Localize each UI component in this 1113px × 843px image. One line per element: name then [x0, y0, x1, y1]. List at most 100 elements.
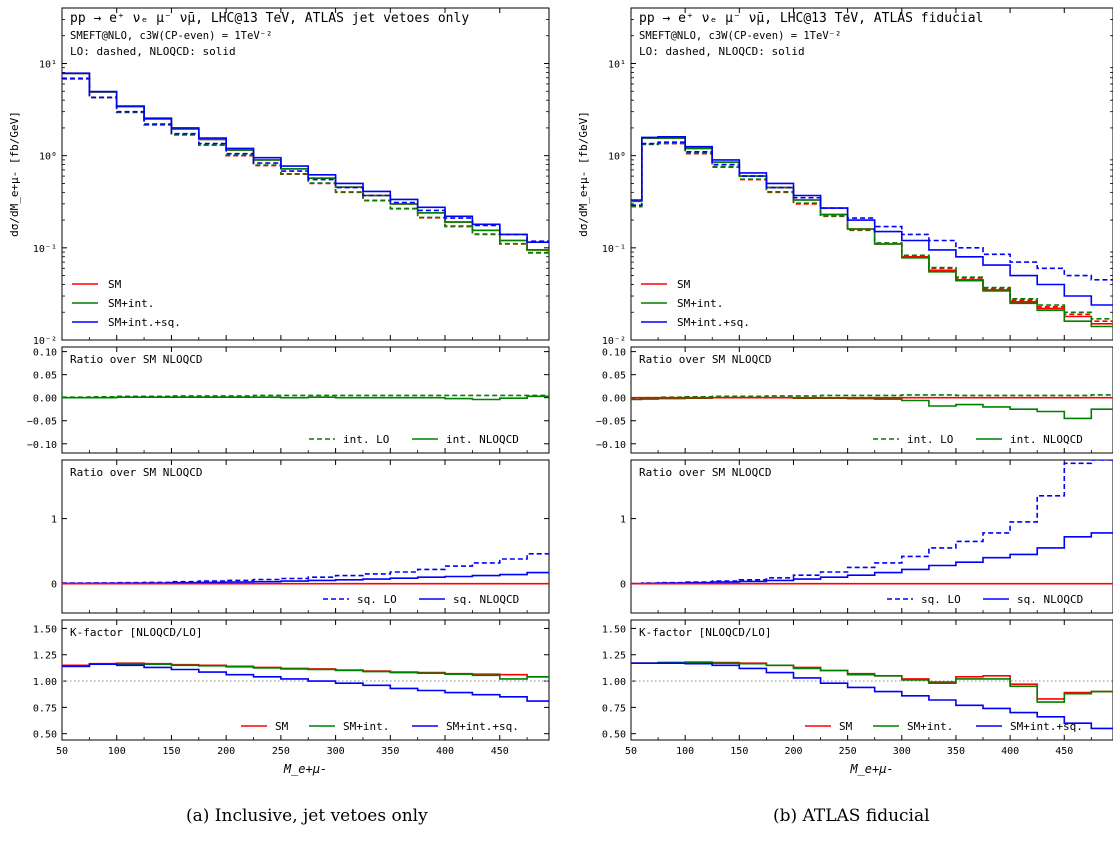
- x-tick-label: 50: [625, 746, 637, 757]
- panel-ratio-sq: 0 1 Ratio over SM NLOQCD sq. LO sq. NLOQCD: [51, 459, 550, 614]
- panel-frame: [61, 7, 550, 341]
- x-tick-label: 200: [217, 746, 235, 757]
- series-int-nloqcd-nloqcd: [62, 395, 549, 401]
- series-group: [62, 662, 549, 702]
- legend-label: sq. NLOQCD: [1017, 593, 1083, 606]
- legend-label: SM+int.: [907, 720, 953, 733]
- legend-label: SM+int.+sq.: [1010, 720, 1083, 733]
- x-tick-label: 400: [1001, 746, 1019, 757]
- y-tick-label: 10¹: [39, 59, 57, 70]
- legend-label: sq. LO: [921, 593, 961, 606]
- series-int-lo-lo: [62, 394, 549, 398]
- series-sm-int--lo: [631, 142, 1113, 320]
- series-sm-nloqcd: [62, 72, 549, 251]
- y-tick-label: −0.10: [27, 440, 57, 451]
- panel-frame: [61, 459, 550, 614]
- panel-label: Ratio over SM NLOQCD: [70, 466, 202, 479]
- y-tick-label: 0.75: [33, 703, 57, 714]
- series-sm-line: [631, 661, 1113, 700]
- series-group: [631, 136, 1113, 328]
- series-group: [631, 661, 1113, 730]
- x-tick-label: 250: [272, 746, 290, 757]
- y-tick-label: 10⁻²: [33, 336, 57, 347]
- process-label: pp → e⁺ νₑ μ⁻ ν̄μ, LHC@13 TeV, ATLAS jet…: [70, 11, 469, 26]
- series-sm-nloqcd: [631, 137, 1113, 325]
- panel-label: Ratio over SM NLOQCD: [639, 353, 771, 366]
- series-sm-int--line: [62, 662, 549, 680]
- legend-label: SM: [108, 278, 122, 291]
- y-tick-label: 1.00: [33, 677, 57, 688]
- caption-b: (b) ATLAS fiducial: [773, 806, 930, 826]
- y-tick-label: 0.05: [33, 371, 57, 382]
- subtitle-1: SMEFT@NLO, c3W(CP-even) = 1TeV⁻²: [70, 30, 272, 42]
- y-tick-label: 0.00: [602, 394, 626, 405]
- panel-frame: [61, 619, 550, 741]
- series-group: [631, 460, 1113, 585]
- y-tick-label: 0.00: [33, 394, 57, 405]
- y-tick-label: 1.50: [602, 624, 626, 635]
- panel-frame: [630, 7, 1113, 341]
- y-tick-label: 1: [620, 515, 626, 526]
- y-tick-label: 0: [51, 580, 57, 591]
- series-sm-int--nloqcd: [62, 72, 549, 251]
- x-axis-label: M_e+μ-: [283, 762, 327, 776]
- x-tick-label: 150: [730, 746, 748, 757]
- caption-a: (a) Inclusive, jet vetoes only: [186, 806, 428, 826]
- y-tick-label: 0.05: [602, 371, 626, 382]
- y-tick-label: 10⁻²: [602, 336, 626, 347]
- x-tick-label: 450: [1055, 746, 1073, 757]
- series-int-lo-lo: [631, 394, 1113, 400]
- panel-ratio-int: −0.10 −0.05 0.00 0.05 0.10 Ratio over SM NLOQ…: [27, 346, 550, 454]
- series-sm-int-sq--line: [631, 662, 1113, 730]
- x-tick-label: 300: [327, 746, 345, 757]
- y-tick-label: 1.25: [33, 651, 57, 662]
- legend-label: int. LO: [343, 433, 389, 446]
- panel-frame: [61, 346, 550, 454]
- legend-label: SM+int.: [343, 720, 389, 733]
- subtitle-2: LO: dashed, NLOQCD: solid: [70, 45, 236, 58]
- legend-label: SM+int.+sq.: [446, 720, 519, 733]
- x-tick-label: 350: [381, 746, 399, 757]
- x-axis-label: M_e+μ-: [849, 762, 893, 776]
- x-tick-label: 350: [947, 746, 965, 757]
- y-tick-label: 0.50: [602, 730, 626, 741]
- x-tick-label: 100: [108, 746, 126, 757]
- y-axis-label: dσ/dM_e+μ- [fb/GeV]: [577, 111, 590, 237]
- x-tick-label: 250: [839, 746, 857, 757]
- y-tick-label: 10⁰: [39, 152, 57, 163]
- legend-label: int. NLOQCD: [1010, 433, 1083, 446]
- panel-label: K-factor [NLOQCD/LO]: [70, 626, 202, 639]
- panel-frame: [630, 619, 1113, 741]
- y-tick-label: 0.50: [33, 730, 57, 741]
- y-tick-label: 0.10: [602, 348, 626, 359]
- legend-label: SM+int.+sq.: [677, 316, 750, 329]
- y-tick-label: 0.75: [602, 703, 626, 714]
- legend-label: SM+int.+sq.: [108, 316, 181, 329]
- x-tick-label: 300: [893, 746, 911, 757]
- series-sq-lo-lo: [62, 553, 549, 584]
- y-tick-label: 10⁰: [608, 152, 626, 163]
- y-axis-label: dσ/dM_e+μ- [fb/GeV]: [8, 111, 21, 237]
- series-sm-int-sq--lo: [631, 141, 1113, 281]
- panel-frame: [630, 459, 1113, 614]
- subtitle-1: SMEFT@NLO, c3W(CP-even) = 1TeV⁻²: [639, 30, 841, 42]
- legend-label: SM: [275, 720, 289, 733]
- panel-label: K-factor [NLOQCD/LO]: [639, 626, 771, 639]
- y-tick-label: −0.05: [596, 417, 626, 428]
- figure: 10⁻² 10⁻¹ 10⁰ 10¹ pp → e⁺ νₑ μ⁻ ν̄μ, LHC@13 …: [8, 7, 1113, 776]
- subtitle-2: LO: dashed, NLOQCD: solid: [639, 45, 805, 58]
- x-tick-label: 50: [56, 746, 68, 757]
- chart-b: 10⁻² 10⁻¹ 10⁰ 10¹ pp → e⁺ νₑ μ⁻ ν̄μ, LHC@13 …: [577, 7, 1113, 776]
- y-tick-label: 1.00: [602, 677, 626, 688]
- series-group: [62, 72, 549, 254]
- y-tick-label: −0.05: [27, 417, 57, 428]
- series-sq-nloqcd-nloqcd: [631, 532, 1113, 585]
- series-sm-int-sq--lo: [62, 77, 549, 242]
- series-sm-lo: [631, 142, 1113, 322]
- x-tick-label: 450: [491, 746, 509, 757]
- series-group: [62, 553, 549, 585]
- series-sm-int--line: [631, 661, 1113, 703]
- series-sm-int-sq--line: [62, 663, 549, 702]
- y-tick-label: 10¹: [608, 59, 626, 70]
- legend-label: SM: [839, 720, 853, 733]
